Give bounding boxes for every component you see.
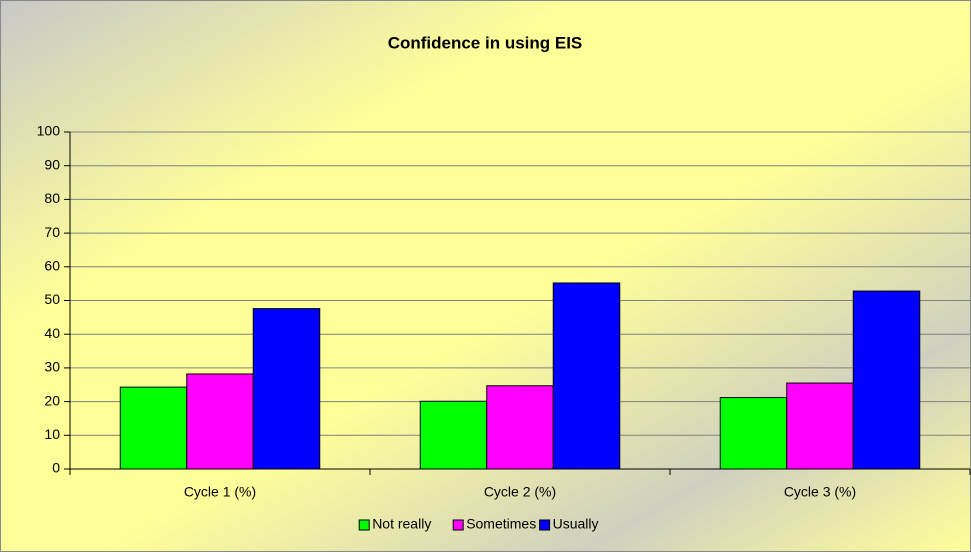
bar [186, 373, 254, 470]
bar [252, 308, 321, 470]
y-tick-label: 0 [52, 460, 60, 476]
y-tick-label: 10 [44, 426, 60, 442]
y-tick-label: 30 [44, 359, 60, 375]
y-tick-label: 80 [44, 190, 60, 206]
bar [552, 282, 621, 470]
legend-swatch [539, 519, 551, 531]
y-tick-label: 100 [37, 123, 61, 139]
bar [852, 290, 921, 470]
bar [419, 400, 488, 470]
legend-label: Sometimes [466, 516, 536, 532]
chart-title: Confidence in using EIS [388, 33, 583, 52]
y-tick-label: 40 [44, 325, 60, 341]
bar [119, 386, 188, 470]
y-tick-label: 20 [44, 392, 60, 408]
y-tick-label: 90 [44, 156, 60, 172]
legend-label: Not really [372, 516, 431, 532]
legend-swatch [358, 519, 370, 531]
bar [786, 382, 854, 470]
x-tick-label: Cycle 2 (%) [484, 484, 556, 500]
y-tick-label: 60 [44, 258, 60, 274]
x-tick-label: Cycle 3 (%) [784, 484, 856, 500]
legend-swatch [452, 519, 464, 531]
y-tick-label: 70 [44, 224, 60, 240]
legend-label: Usually [553, 516, 599, 532]
bar [719, 397, 788, 470]
y-tick-label: 50 [44, 291, 60, 307]
bar [486, 385, 554, 470]
x-tick-label: Cycle 1 (%) [184, 484, 256, 500]
